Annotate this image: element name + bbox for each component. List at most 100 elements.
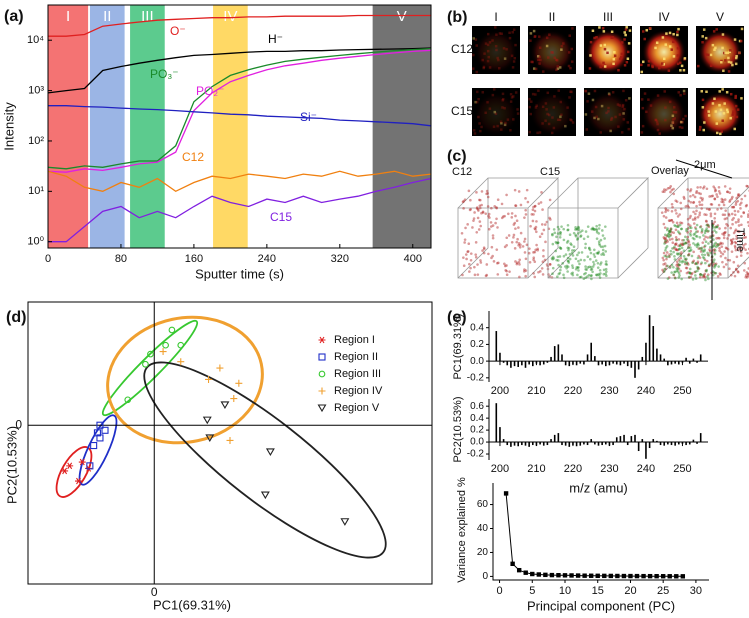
ion-dot — [674, 224, 677, 228]
ion-dot — [692, 201, 695, 204]
pixel — [676, 62, 680, 66]
ion-dot — [676, 262, 679, 266]
ion-dot — [703, 231, 707, 235]
point — [75, 477, 82, 485]
ion-dot — [675, 267, 679, 270]
y-tick-label: 0.0 — [470, 356, 484, 367]
pixel — [538, 62, 541, 65]
y-tick-label: 60 — [477, 499, 489, 510]
ion-dot — [576, 253, 579, 257]
ion-dot — [676, 267, 680, 270]
ion-dot — [700, 229, 704, 233]
bar — [517, 361, 519, 367]
bar — [546, 361, 549, 363]
ion-dot — [696, 186, 699, 189]
ion-dot — [476, 207, 480, 211]
pixel — [512, 60, 516, 63]
pixel — [658, 66, 661, 70]
pixel — [648, 27, 652, 30]
ion-dot — [462, 199, 465, 203]
ion-dot — [730, 241, 734, 244]
bar — [637, 361, 640, 370]
pixel — [736, 108, 740, 111]
ion-dot — [603, 244, 607, 248]
pixel — [610, 30, 614, 34]
ion-dot — [685, 266, 689, 270]
ion-dot — [713, 248, 716, 251]
pixel — [699, 125, 702, 129]
point — [595, 573, 600, 579]
ion-dot — [518, 258, 522, 262]
ion-dot — [713, 264, 717, 268]
ion-dot — [742, 232, 746, 236]
x-tick-label: 0 — [496, 585, 502, 597]
bar — [495, 403, 498, 443]
y-tick-label: 0.4 — [470, 413, 484, 424]
ion-dot — [604, 260, 608, 263]
ion-dot — [518, 245, 522, 249]
pixel — [672, 32, 675, 36]
ion-dot — [718, 227, 721, 230]
ion-dot — [551, 232, 554, 236]
pixel — [722, 112, 726, 115]
point — [641, 573, 646, 579]
ion-dot — [669, 233, 672, 237]
ion-dot — [469, 207, 472, 211]
ion-dot — [665, 238, 669, 242]
x-tick-label: 0 — [45, 253, 51, 265]
ion-dot — [577, 266, 580, 269]
point — [621, 573, 627, 579]
panel-label: (d) — [6, 309, 26, 326]
ion-dot — [564, 265, 567, 268]
point — [205, 434, 215, 443]
ion-dot — [674, 236, 678, 239]
ion-dot — [580, 251, 584, 254]
ion-dot — [533, 275, 537, 279]
pixel — [721, 33, 725, 36]
scale-arrow — [675, 159, 733, 300]
pixel — [547, 56, 550, 59]
ion-dot — [505, 193, 508, 197]
ion-dot — [677, 248, 681, 251]
ion-dot — [558, 246, 562, 249]
ion-dot — [557, 263, 560, 267]
ion-dot — [574, 257, 578, 261]
pixel — [509, 93, 513, 96]
ion-dot — [728, 267, 731, 271]
pixel — [625, 26, 628, 29]
pixel — [647, 98, 650, 101]
ion-dot — [689, 188, 693, 191]
pixel — [593, 116, 596, 120]
ion-dot — [662, 263, 665, 266]
ion-dot — [721, 260, 724, 264]
pixel — [721, 88, 724, 91]
ion-dot — [730, 197, 733, 201]
ion-dot — [675, 238, 678, 241]
pixel — [538, 46, 542, 50]
ion-dot — [730, 242, 733, 246]
ion-dot — [572, 231, 576, 235]
bar — [532, 442, 534, 446]
ion-dot — [691, 261, 694, 264]
ion-dot — [532, 258, 535, 262]
pixel — [655, 41, 659, 45]
ion-dot — [669, 227, 673, 230]
ion-dot — [575, 227, 579, 231]
pixel — [494, 112, 498, 115]
ion-dot — [551, 255, 555, 259]
ion-dot — [663, 237, 666, 240]
ion-dot — [700, 207, 703, 210]
ion-dot — [474, 253, 478, 256]
ion-dot — [485, 273, 489, 277]
ion-dot — [695, 191, 698, 194]
bar — [586, 354, 589, 362]
pixel — [602, 30, 606, 33]
ion-dot — [463, 241, 466, 244]
ion-dot — [571, 266, 575, 270]
ion-dot — [551, 272, 554, 276]
point — [96, 434, 104, 442]
ion-dot — [680, 246, 684, 250]
ion-dot — [715, 193, 718, 196]
ion-dot — [707, 208, 711, 211]
pixel — [624, 28, 628, 31]
